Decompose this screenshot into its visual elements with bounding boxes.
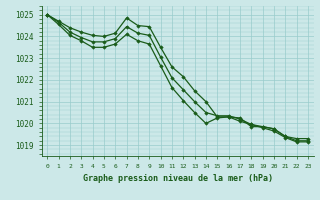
X-axis label: Graphe pression niveau de la mer (hPa): Graphe pression niveau de la mer (hPa) [83,174,273,183]
